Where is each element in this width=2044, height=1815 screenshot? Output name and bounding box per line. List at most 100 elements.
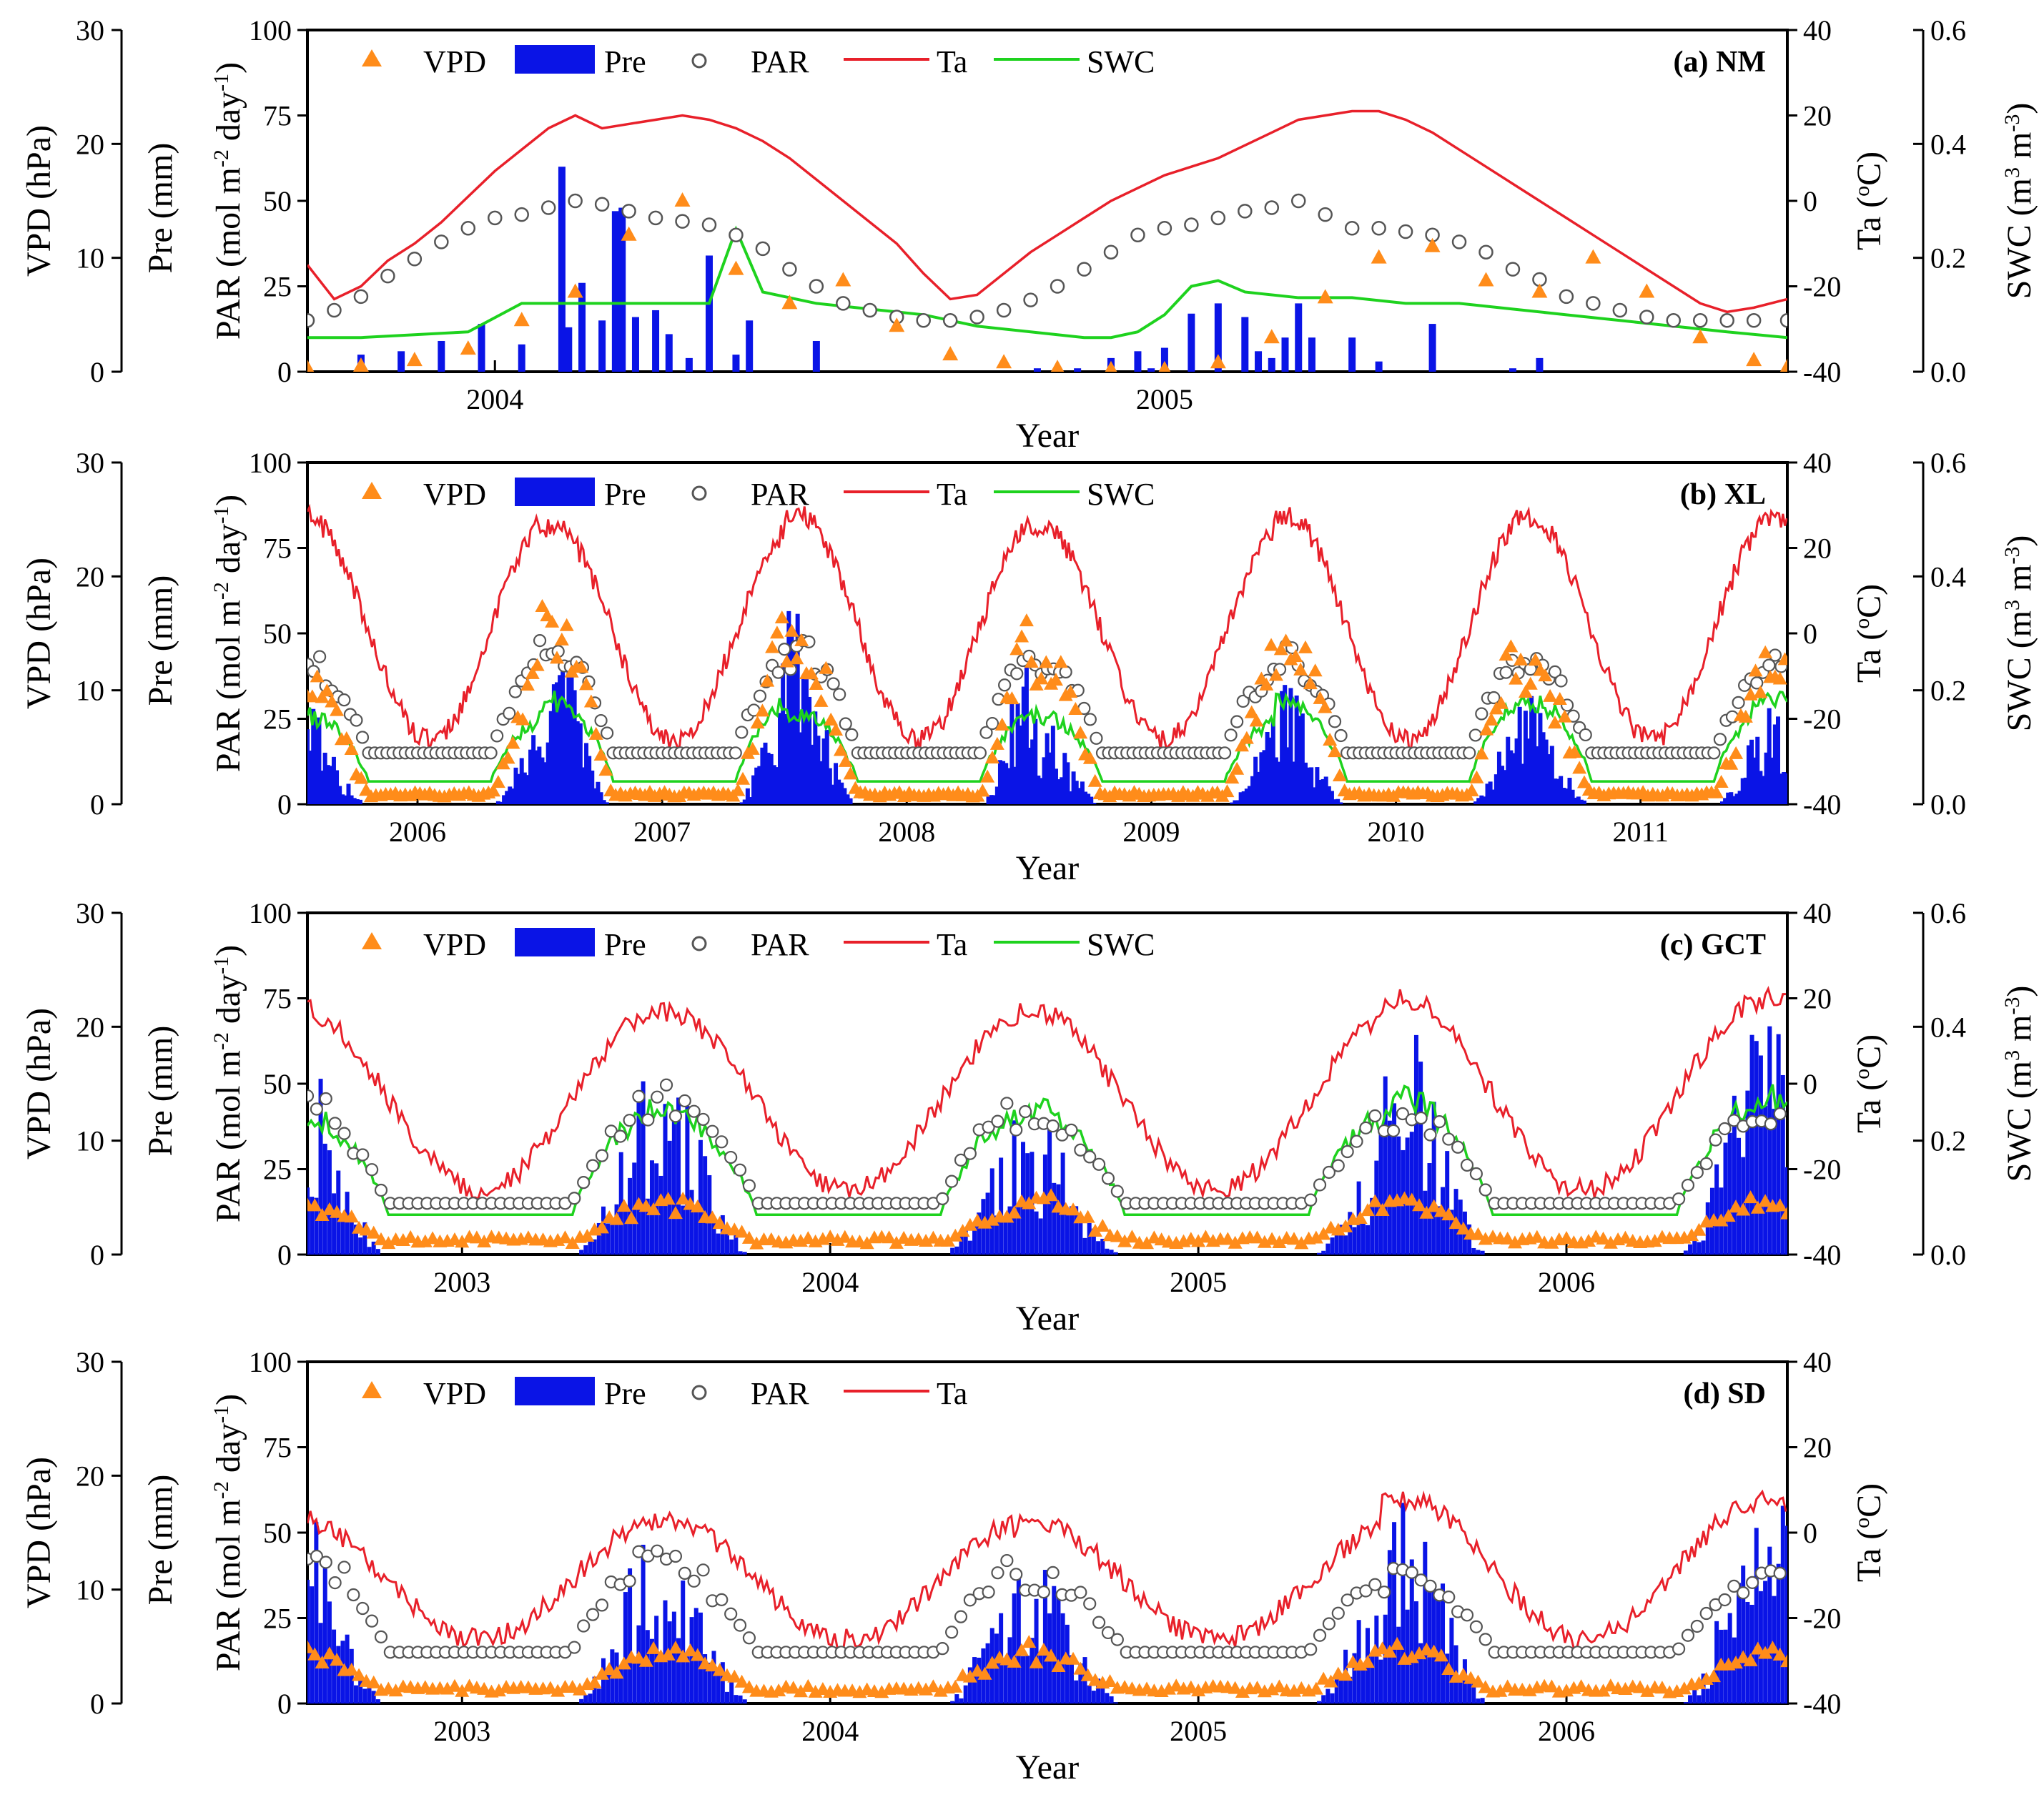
pre-bar (967, 1240, 972, 1255)
pre-bar (1482, 796, 1487, 804)
pre-bar (1683, 1702, 1688, 1703)
par-point (1773, 1566, 1787, 1580)
vpd-point (1308, 663, 1323, 677)
legend-pre-label: Pre (604, 927, 646, 962)
swc-tick-label: 0.2 (1930, 675, 1966, 707)
pre-bar (1016, 1571, 1021, 1703)
pre-bar (596, 1222, 601, 1255)
vpd-point (985, 751, 1000, 764)
vpd-point (1677, 1681, 1692, 1695)
vpd-point (676, 1192, 691, 1205)
par-label-sup: -1 (209, 1405, 233, 1423)
pre-bar (1378, 1132, 1383, 1255)
swc-label-text: SWC (m (2000, 610, 2038, 731)
pre-bar (1582, 800, 1587, 804)
pre-bar (1325, 1243, 1330, 1255)
vpd-point (1547, 716, 1562, 729)
pre-bar (1060, 777, 1065, 804)
pre-bar (1007, 1637, 1012, 1703)
pre-bar (1268, 737, 1273, 804)
par-point (380, 268, 395, 284)
pre-bar (353, 1225, 358, 1255)
vpd-point (1250, 1681, 1265, 1694)
pre-bar (340, 1216, 345, 1255)
ta-label-text: C) (1850, 584, 1888, 618)
vpd-point (1493, 1683, 1508, 1697)
vpd-point (1034, 671, 1049, 685)
pre-bar (1576, 796, 1581, 804)
ta-tick-label: 20 (1803, 533, 1832, 565)
pre-bar (1256, 771, 1261, 804)
par-point (328, 1117, 342, 1130)
vpd-point (1469, 770, 1484, 783)
vpd-point (676, 1649, 691, 1663)
pre-bar (1729, 792, 1734, 804)
pre-bar (734, 1695, 739, 1703)
par-point (350, 713, 363, 727)
pre-bar (563, 705, 568, 804)
par-point (327, 302, 342, 318)
par-label-sup: -2 (209, 149, 233, 167)
pre-bar (671, 1611, 676, 1703)
ta-label-text: Ta ( (1850, 1528, 1888, 1582)
legend-ta-label: Ta (937, 44, 967, 79)
pre-bar (1552, 778, 1557, 804)
pre-bar (1338, 1225, 1343, 1255)
pre-bar (534, 750, 539, 804)
pre-bar (548, 711, 553, 804)
pre-bar (1423, 1541, 1428, 1703)
pre-bar (734, 1235, 739, 1255)
pre-bar (1034, 1598, 1039, 1703)
pre-bar (1493, 774, 1499, 804)
pre-bar (707, 1662, 712, 1703)
pre-bar (1688, 1695, 1693, 1703)
par-point (724, 1150, 738, 1164)
par-tick-label: 100 (249, 447, 292, 479)
vpd-point (1024, 655, 1039, 668)
par-point (1230, 715, 1244, 728)
pre-bar (1754, 1041, 1759, 1255)
vpd-point (307, 1198, 322, 1212)
pre-bar (1427, 1581, 1432, 1703)
par-label-text: day (209, 524, 247, 582)
year-tick-label: 2009 (1122, 816, 1180, 848)
pre-bar (1538, 713, 1543, 804)
par-point (1463, 746, 1476, 760)
pre-bar (519, 758, 524, 804)
pre-bar (1007, 1206, 1012, 1255)
par-point (771, 666, 785, 679)
pre-bar (1780, 1074, 1785, 1255)
pre-bar (590, 770, 595, 804)
pre-bar (1445, 1653, 1450, 1703)
par-label-text: day (209, 92, 247, 149)
vpd-point (1500, 1679, 1515, 1693)
vpd-point (984, 1656, 999, 1669)
legend-vpd-marker (362, 932, 382, 949)
pre-bar (1230, 802, 1235, 804)
ta-label-text: Ta ( (1850, 1079, 1888, 1133)
par-point (954, 1610, 968, 1623)
pre-bar (1741, 1566, 1746, 1703)
vpd-point (513, 312, 530, 327)
vpd-point (940, 1233, 955, 1247)
pre-bar (1065, 762, 1070, 804)
par-point (1764, 1117, 1777, 1131)
pre-bar (1449, 1210, 1454, 1255)
par-point (1000, 1097, 1014, 1110)
pre-bar (1413, 1034, 1418, 1255)
pre-bar (1288, 688, 1293, 804)
vpd-point (1375, 1202, 1390, 1216)
par-point (1469, 1620, 1483, 1633)
par-point (1612, 302, 1628, 318)
pre-bar (331, 756, 336, 804)
vpd-point (366, 1225, 381, 1239)
swc-axis-label: SWC (m3 m-3) (2000, 535, 2038, 732)
par-point (1505, 262, 1521, 277)
pre-bar (745, 788, 750, 804)
vpd-point (646, 1202, 661, 1215)
pre-bar (1087, 1685, 1092, 1703)
pre-bar (1321, 1250, 1326, 1255)
vpd-point (1654, 1681, 1669, 1694)
pre-bar (1526, 738, 1531, 804)
par-point (1023, 292, 1038, 307)
